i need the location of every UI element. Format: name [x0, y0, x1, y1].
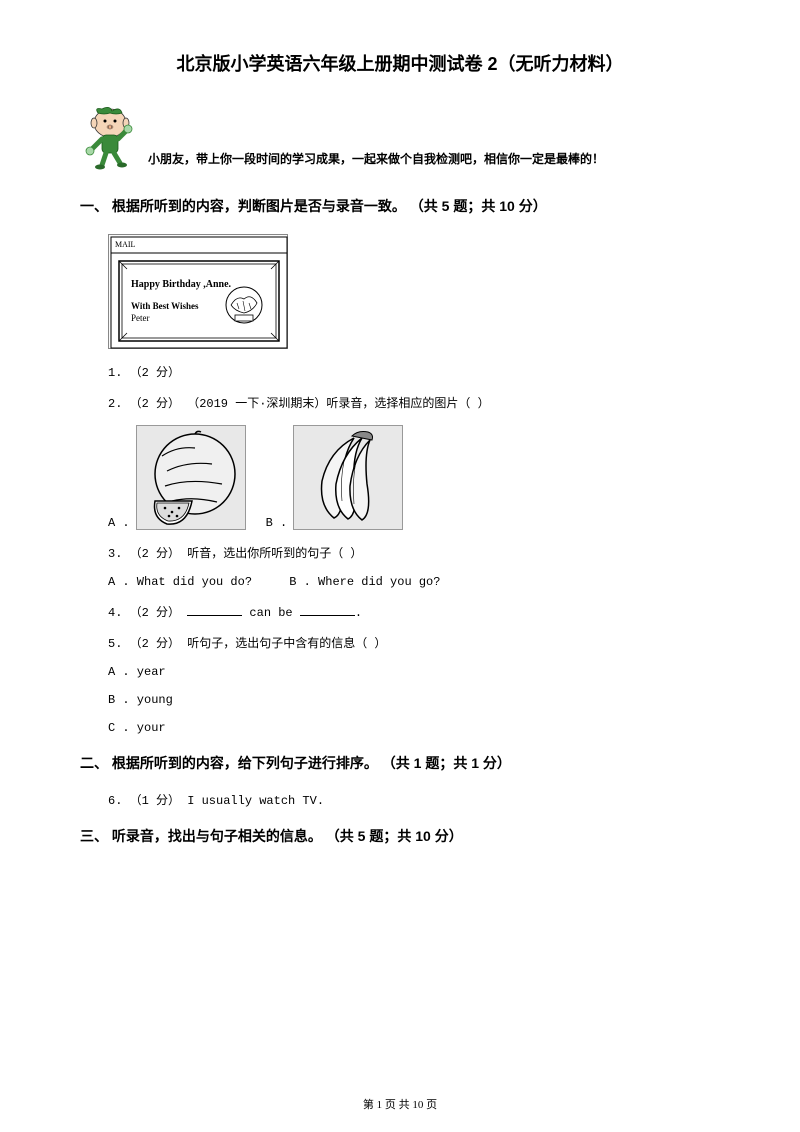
q3-optb: B . Where did you go?: [289, 575, 440, 589]
section-1-header: 一、 根据所听到的内容，判断图片是否与录音一致。 （共 5 题；共 10 分）: [80, 196, 720, 216]
q2-options: A . B .: [108, 425, 720, 530]
page-footer: 第 1 页 共 10 页: [0, 1096, 800, 1112]
q1-label: 1. （2 分）: [108, 363, 180, 380]
mail-line1: Happy Birthday ,Anne.: [131, 279, 231, 290]
q4-pre: 4. （2 分）: [108, 606, 187, 620]
banana-image: [293, 425, 403, 530]
intro-row: 小朋友，带上你一段时间的学习成果，一起来做个自我检测吧，相信你一定是最棒的！: [80, 101, 720, 171]
question-3: 3. （2 分） 听音，选出你所听到的句子（ ）: [108, 544, 720, 561]
mascot-icon: [80, 101, 140, 171]
mail-header: MAIL: [115, 240, 135, 249]
mail-image: MAIL Happy Birthday ,Anne. With Best Wis…: [108, 234, 288, 349]
q3-opta: A . What did you do?: [108, 575, 252, 589]
q2-option-b: B .: [266, 425, 404, 530]
q4-post: .: [355, 606, 362, 620]
question-5: 5. （2 分） 听句子，选出句子中含有的信息（ ）: [108, 634, 720, 651]
watermelon-image: [136, 425, 246, 530]
q2-option-a: A .: [108, 425, 246, 530]
section-3-header: 三、 听录音，找出与句子相关的信息。 （共 5 题；共 10 分）: [80, 826, 720, 846]
question-1: 1. （2 分）: [108, 363, 720, 380]
mail-line2: With Best Wishes: [131, 301, 199, 311]
intro-text: 小朋友，带上你一段时间的学习成果，一起来做个自我检测吧，相信你一定是最棒的！: [148, 150, 604, 171]
blank-1[interactable]: [187, 604, 242, 616]
q5-optc: C . your: [108, 721, 720, 735]
question-4: 4. （2 分） can be .: [108, 603, 720, 620]
q2-opta-label: A .: [108, 516, 130, 530]
q3-options: A . What did you do? B . Where did you g…: [108, 575, 720, 589]
q4-mid: can be: [242, 606, 300, 620]
q5-opta: A . year: [108, 665, 720, 679]
section-2-header: 二、 根据所听到的内容，给下列句子进行排序。 （共 1 题；共 1 分）: [80, 753, 720, 773]
q5-optb: B . young: [108, 693, 720, 707]
mail-line3: Peter: [131, 313, 150, 323]
q2-optb-label: B .: [266, 516, 288, 530]
question-2: 2. （2 分） （2019 一下·深圳期末）听录音，选择相应的图片（ ）: [108, 394, 720, 411]
blank-2[interactable]: [300, 604, 355, 616]
page-title: 北京版小学英语六年级上册期中测试卷 2（无听力材料）: [80, 50, 720, 76]
question-6: 6. （1 分） I usually watch TV.: [108, 791, 720, 808]
